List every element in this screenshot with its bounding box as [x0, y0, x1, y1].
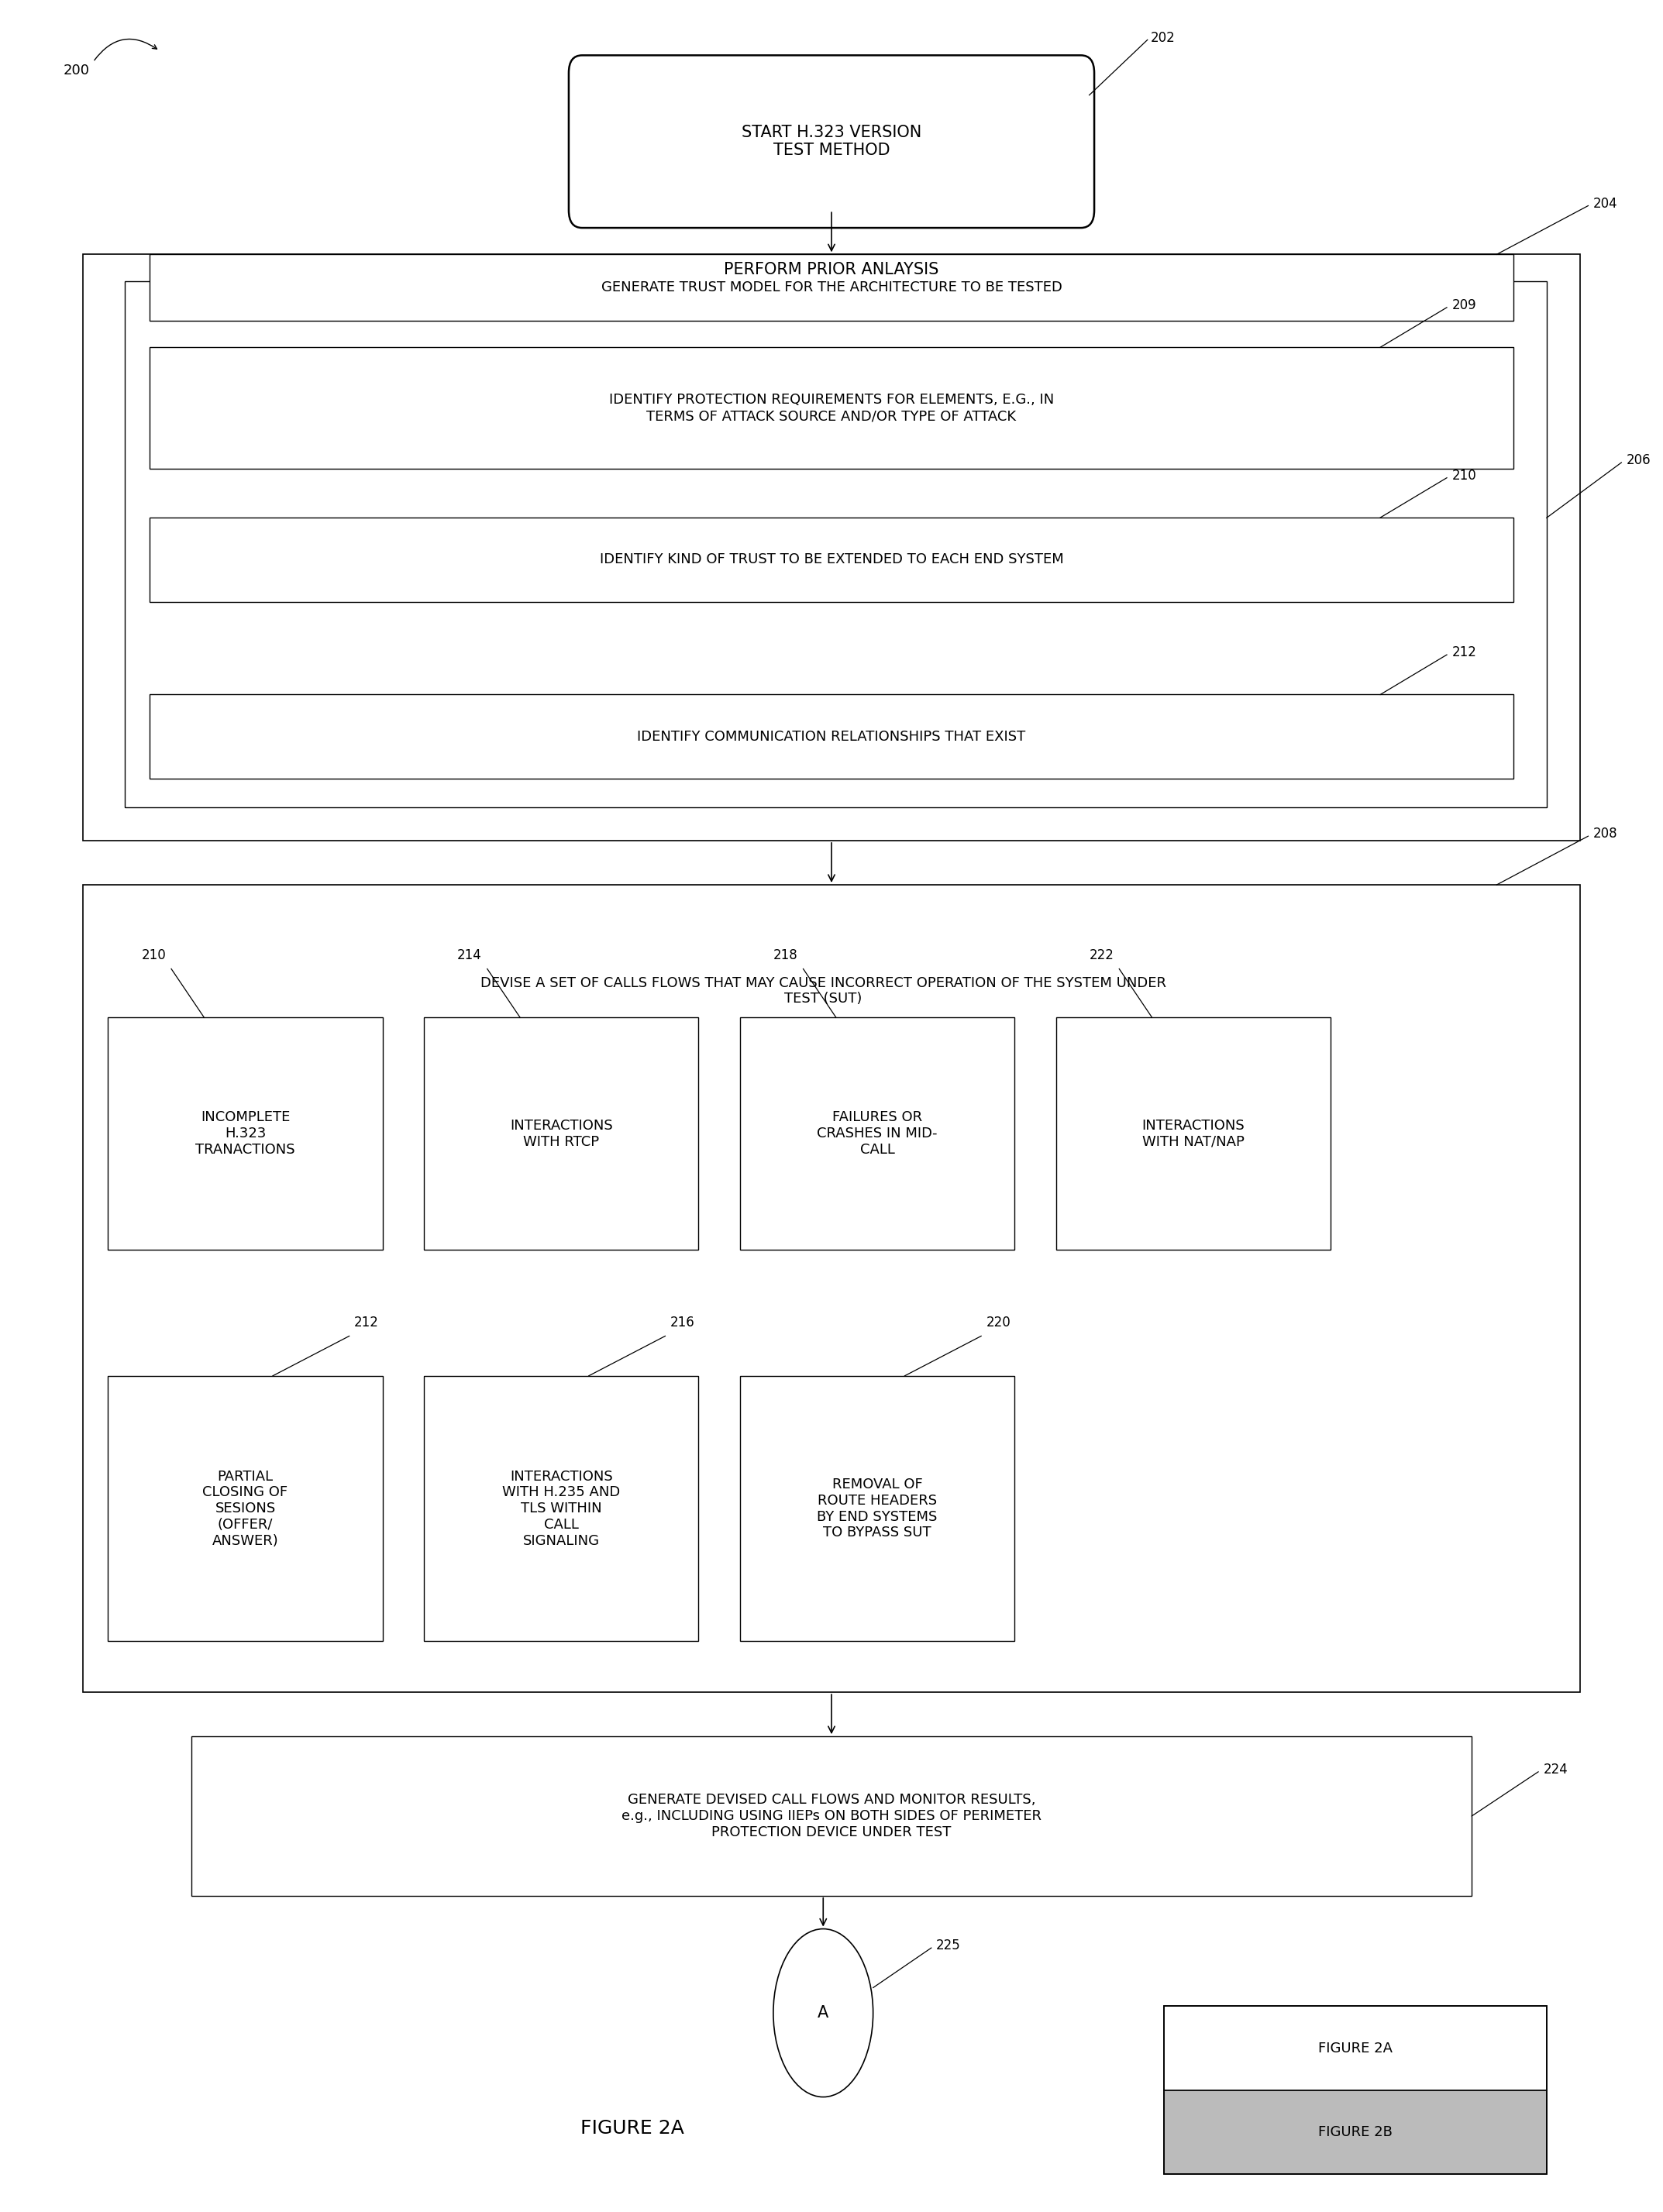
Text: REMOVAL OF
ROUTE HEADERS
BY END SYSTEMS
TO BYPASS SUT: REMOVAL OF ROUTE HEADERS BY END SYSTEMS … — [817, 1478, 938, 1540]
Bar — [150, 254, 1513, 321]
Bar — [150, 518, 1513, 602]
Ellipse shape — [773, 1929, 873, 2097]
Text: 200: 200 — [63, 64, 90, 77]
Text: INCOMPLETE
H.323
TRANACTIONS: INCOMPLETE H.323 TRANACTIONS — [196, 1110, 294, 1157]
Bar — [83, 254, 1580, 841]
Bar — [150, 695, 1513, 779]
Bar — [108, 1018, 382, 1250]
Text: IDENTIFY KIND OF TRUST TO BE EXTENDED TO EACH END SYSTEM: IDENTIFY KIND OF TRUST TO BE EXTENDED TO… — [599, 553, 1064, 566]
Text: A: A — [818, 2004, 828, 2022]
Text: IDENTIFY COMMUNICATION RELATIONSHIPS THAT EXIST: IDENTIFY COMMUNICATION RELATIONSHIPS THA… — [637, 730, 1026, 743]
Text: PARTIAL
CLOSING OF
SESIONS
(OFFER/
ANSWER): PARTIAL CLOSING OF SESIONS (OFFER/ ANSWE… — [203, 1469, 288, 1548]
Text: 206: 206 — [1626, 453, 1651, 467]
Bar — [1164, 2006, 1547, 2174]
Text: 210: 210 — [1452, 469, 1477, 482]
Text: 208: 208 — [1593, 827, 1618, 841]
Text: 224: 224 — [1543, 1763, 1568, 1776]
FancyBboxPatch shape — [569, 55, 1094, 228]
Bar — [1164, 2006, 1547, 2090]
Bar — [1164, 2090, 1547, 2174]
Text: FIGURE 2A: FIGURE 2A — [1319, 2042, 1392, 2055]
Text: 202: 202 — [1151, 31, 1176, 44]
Text: 218: 218 — [773, 949, 798, 962]
Bar — [424, 1018, 698, 1250]
Text: 225: 225 — [936, 1938, 961, 1953]
Bar — [125, 281, 1547, 807]
Bar — [740, 1376, 1014, 1641]
Bar — [150, 347, 1513, 469]
Text: PERFORM PRIOR ANLAYSIS: PERFORM PRIOR ANLAYSIS — [723, 261, 940, 279]
Text: 216: 216 — [670, 1316, 695, 1329]
Text: 212: 212 — [354, 1316, 379, 1329]
Bar — [1056, 1018, 1330, 1250]
Bar — [108, 1376, 382, 1641]
Text: 210: 210 — [141, 949, 166, 962]
Text: 209: 209 — [1452, 299, 1477, 312]
Text: FAILURES OR
CRASHES IN MID-
CALL: FAILURES OR CRASHES IN MID- CALL — [817, 1110, 938, 1157]
Text: 212: 212 — [1452, 646, 1477, 659]
Bar — [740, 1018, 1014, 1250]
Text: 204: 204 — [1593, 197, 1618, 210]
Text: FIGURE 2B: FIGURE 2B — [1319, 2126, 1392, 2139]
Bar — [83, 885, 1580, 1692]
Text: START H.323 VERSION
TEST METHOD: START H.323 VERSION TEST METHOD — [742, 124, 921, 159]
Text: DEVISE A SET OF CALLS FLOWS THAT MAY CAUSE INCORRECT OPERATION OF THE SYSTEM UND: DEVISE A SET OF CALLS FLOWS THAT MAY CAU… — [481, 975, 1166, 1006]
Bar — [191, 1736, 1472, 1896]
Text: INTERACTIONS
WITH H.235 AND
TLS WITHIN
CALL
SIGNALING: INTERACTIONS WITH H.235 AND TLS WITHIN C… — [502, 1469, 620, 1548]
Text: GENERATE DEVISED CALL FLOWS AND MONITOR RESULTS,
e.g., INCLUDING USING IIEPs ON : GENERATE DEVISED CALL FLOWS AND MONITOR … — [622, 1794, 1041, 1838]
Text: INTERACTIONS
WITH RTCP: INTERACTIONS WITH RTCP — [511, 1119, 612, 1148]
Bar — [424, 1376, 698, 1641]
Text: 220: 220 — [986, 1316, 1011, 1329]
Text: GENERATE TRUST MODEL FOR THE ARCHITECTURE TO BE TESTED: GENERATE TRUST MODEL FOR THE ARCHITECTUR… — [600, 281, 1063, 294]
Text: 222: 222 — [1089, 949, 1114, 962]
Text: IDENTIFY PROTECTION REQUIREMENTS FOR ELEMENTS, E.G., IN
TERMS OF ATTACK SOURCE A: IDENTIFY PROTECTION REQUIREMENTS FOR ELE… — [609, 394, 1054, 422]
Text: FIGURE 2A: FIGURE 2A — [580, 2119, 683, 2137]
Text: 214: 214 — [457, 949, 482, 962]
Text: INTERACTIONS
WITH NAT/NAP: INTERACTIONS WITH NAT/NAP — [1142, 1119, 1244, 1148]
